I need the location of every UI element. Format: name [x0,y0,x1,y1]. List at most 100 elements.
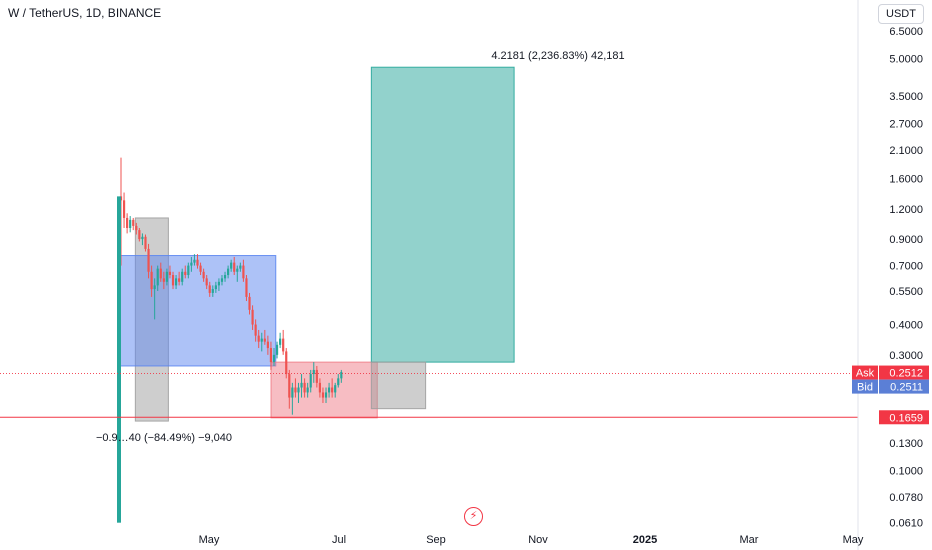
candle-body [132,219,135,226]
candle-body [214,285,217,290]
time-tick-label: May [199,534,220,546]
candle-body [193,259,196,263]
currency-button[interactable]: USDT [878,4,924,24]
price-axis: 6.5000 5.0000 3.5000 2.7000 2.1000 1.6000 1.20… [852,0,932,550]
candle-body [205,278,208,286]
candle-body [334,385,337,393]
price-tick-label: 0.4000 [889,320,923,332]
candle-body [303,382,306,393]
candle-body [242,265,245,279]
candle-body [324,392,328,398]
candle-body [279,338,282,345]
short-measure-label: −0.9…40 (−84.49%) −9,040 [96,432,232,444]
candle-body [162,278,165,282]
candle-body [236,268,239,272]
tradingview-logo-icon[interactable]: ⚡ [464,507,483,526]
candle-body [199,265,202,272]
candle-body [269,348,273,363]
price-tag-value: 0.2511 [890,382,923,394]
price-tick-label: 3.5000 [889,91,923,103]
drawing-zones [119,66,515,422]
candle-body [288,374,291,398]
price-axis-bg [858,0,932,550]
candle-body [294,387,297,393]
candle-body [165,271,168,282]
candle-body [245,278,248,297]
time-tick-label: Jul [332,534,346,546]
candle-body [282,338,285,352]
candle-body [138,230,141,240]
candle-body [135,225,138,231]
candle-body [272,354,276,363]
measure-annotations: 4.2181 (2,236.83%) 42,181 −0.9…40 (−84.49… [96,50,625,444]
candle-body [147,248,150,272]
candle-body [340,371,343,379]
price-tick-label: 0.0780 [889,492,923,504]
candle-body [257,335,260,342]
candle-body [275,344,279,355]
candle-body [327,387,331,393]
candle-body [233,262,236,272]
candle-body [171,275,175,286]
time-tick-label: Mar [740,534,759,546]
candle-body [141,236,144,240]
price-tick-label: 0.1300 [889,438,923,450]
price-tag-bg [879,365,929,380]
candle-body [178,278,181,282]
listing-candle [117,196,121,523]
candle-body [223,275,227,279]
candle-body [129,219,132,228]
price-tick-label: 0.3000 [889,350,923,362]
candlestick-series [117,157,343,523]
price-tick-label: 0.0610 [889,518,923,530]
gray-entry-box[interactable] [370,361,427,410]
candle-body [156,268,159,286]
candle-body [220,278,224,282]
candle-body [150,271,153,290]
candle-body [126,217,129,228]
symbol-title: W / TetherUS, 1D, BINANCE [8,6,162,20]
candle-body [248,296,251,310]
time-tick-label: 2025 [633,534,657,546]
candle-body [184,271,187,276]
price-tag-label: Ask [856,368,875,380]
candle-body [122,200,126,218]
candle-body [260,338,263,342]
time-tick-label: Sep [426,534,446,546]
candle-body [217,281,221,286]
price-tag-value: 0.1659 [889,412,923,424]
price-tag-value: 0.2512 [889,368,923,380]
price-tag-label-bg [852,379,878,394]
candle-body [306,387,309,393]
price-tag-label-bg [852,365,878,380]
price-tick-label: 1.2000 [889,204,923,216]
candle-body [297,387,300,393]
candle-body [300,382,303,388]
candle-body [174,278,178,286]
candle-body [211,289,214,293]
price-tick-label: 6.5000 [889,26,923,38]
candle-body [331,387,334,393]
price-tick-label: 2.7000 [889,118,923,130]
candle-body [312,369,315,375]
candle-body [144,236,147,249]
price-tick-label: 2.1000 [889,145,923,157]
candle-body [159,268,162,279]
candle-body [309,374,312,388]
price-tag-bg [879,410,929,425]
candle-body [337,378,340,386]
price-tick-label: 0.7000 [889,261,923,273]
time-tick-label: May [843,534,864,546]
teal-target-box[interactable] [370,66,515,363]
candle-body [181,271,184,282]
candle-body [263,338,266,342]
candle-body [239,265,242,269]
candle-body [153,285,156,290]
price-tick-label: 5.0000 [889,53,923,65]
candle-body [315,369,318,383]
candle-body [321,392,325,398]
candle-body [230,262,233,269]
candle-body [227,268,230,276]
time-tick-label: Nov [528,534,548,546]
